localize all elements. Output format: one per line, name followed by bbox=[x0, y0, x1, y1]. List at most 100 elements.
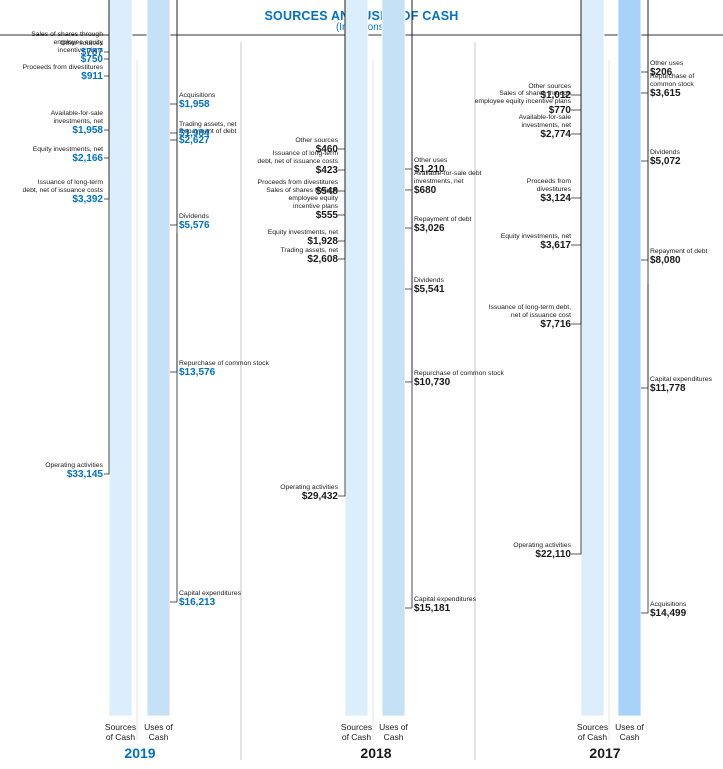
source-leader-other-sources-2018 bbox=[338, 0, 346, 150]
use-label-acquisitions-2017: Acquisitions bbox=[650, 601, 687, 608]
use-label-dividends-2019: Dividends bbox=[179, 213, 209, 220]
use-segment-capital-expenditures-2018 bbox=[381, 0, 406, 717]
source-leader-proceeds-from-divestitures-2019 bbox=[104, 0, 110, 77]
source-value-other-sources-2017: $1,012 bbox=[540, 90, 571, 101]
use-value-repayment-of-debt-2017: $8,080 bbox=[650, 255, 681, 266]
source-label-issuance-of-long-term-debt-net-of-issuance-costs-2018: Issuance of long-term bbox=[273, 150, 339, 157]
source-leader-available-for-sale-investments-net-2019 bbox=[104, 0, 110, 131]
year-label-2019: 2019 bbox=[124, 745, 155, 761]
source-segment-operating-activities-2017 bbox=[580, 0, 605, 717]
source-label-equity-investments-net-2019: Equity investments, net bbox=[33, 146, 103, 153]
source-label-other-sources-2018: Other sources bbox=[295, 137, 338, 144]
source-leader-operating-activities-2017 bbox=[571, 57, 582, 555]
source-label-equity-investments-net-2017: Equity investments, net bbox=[501, 233, 571, 240]
use-label-repurchase-of-common-stock-2019: Repurchase of common stock bbox=[179, 360, 270, 367]
source-leader-equity-investments-net-2019 bbox=[104, 0, 110, 159]
use-value-capital-expenditures-2018: $15,181 bbox=[414, 603, 451, 614]
source-label-sales-of-shares-through-employee-equity-incentive-plans-2018: Sales of shares through bbox=[266, 187, 338, 194]
source-leader-equity-investments-net-2018 bbox=[338, 0, 346, 242]
use-label-dividends-2017: Dividends bbox=[650, 149, 680, 156]
year-label-2017: 2017 bbox=[589, 745, 620, 761]
source-label-available-for-sale-investments-net-2019: Available-for-sale bbox=[51, 110, 104, 117]
source-value-other-sources-2018: $460 bbox=[316, 144, 339, 155]
use-leader-repurchase-of-common-stock-2017 bbox=[641, 0, 649, 94]
use-value-dividends-2018: $5,541 bbox=[414, 284, 445, 295]
use-leader-repurchase-of-common-stock-2018 bbox=[405, 0, 413, 383]
uses-caption-2017: Cash bbox=[620, 732, 640, 742]
use-label-repurchase-of-common-stock-2018: Repurchase of common stock bbox=[414, 370, 505, 377]
uses-caption-2018: Cash bbox=[384, 732, 404, 742]
use-leader-dividends-2019 bbox=[170, 0, 178, 226]
source-label-equity-investments-net-2018: Equity investments, net bbox=[268, 229, 338, 236]
source-value-issuance-of-long-term-debt-net-of-issuance-costs-2018: $423 bbox=[316, 165, 339, 176]
source-value-sales-of-shares-through-employee-equity-incentive-plans-2018: $555 bbox=[316, 210, 339, 221]
use-label-available-for-sale-debt-investments-net-2018: investments, net bbox=[414, 178, 464, 185]
source-label-sales-of-shares-through-employee-equity-incentive-plans-2019: Sales of shares through bbox=[31, 31, 103, 38]
use-value-repayment-of-debt-2019: $2,627 bbox=[179, 135, 210, 146]
use-value-acquisitions-2017: $14,499 bbox=[650, 608, 687, 619]
uses-caption-2019: Uses of bbox=[144, 722, 173, 732]
use-label-other-uses-2018: Other uses bbox=[414, 157, 448, 164]
source-label-sales-of-shares-through-employee-equity-incentive-plans-2018: incentive plans bbox=[293, 203, 339, 210]
use-value-capital-expenditures-2019: $16,213 bbox=[179, 597, 216, 608]
use-value-other-uses-2018: $1,210 bbox=[414, 164, 445, 175]
source-value-equity-investments-net-2017: $3,617 bbox=[540, 240, 571, 251]
use-leader-other-uses-2017 bbox=[641, 0, 649, 73]
uses-caption-2019: Cash bbox=[149, 732, 169, 742]
use-value-repurchase-of-common-stock-2017: $3,615 bbox=[650, 88, 681, 99]
use-leader-capital-expenditures-2019 bbox=[170, 232, 178, 603]
source-leader-proceeds-from-divestitures-2017 bbox=[571, 0, 582, 199]
source-label-issuance-of-long-term-debt-net-of-issuance-cost-2017: net of issuance cost bbox=[511, 312, 571, 319]
source-label-proceeds-from-divestitures-2018: Proceeds from divestitures bbox=[258, 179, 339, 186]
source-label-issuance-of-long-term-debt-net-of-issuance-costs-2019: Issuance of long-term bbox=[38, 179, 104, 186]
source-label-other-sources-2019: Other sources bbox=[60, 40, 103, 47]
use-value-other-uses-2017: $206 bbox=[650, 67, 673, 78]
use-leader-dividends-2018 bbox=[405, 0, 413, 290]
source-value-available-for-sale-investments-net-2019: $1,958 bbox=[72, 125, 103, 136]
source-label-issuance-of-long-term-debt-net-of-issuance-cost-2017: Issuance of long-term debt, bbox=[489, 304, 571, 311]
use-label-trading-assets-net-2019: Trading assets, net bbox=[179, 121, 237, 128]
use-value-acquisitions-2019: $1,958 bbox=[179, 99, 210, 110]
use-leader-capital-expenditures-2018 bbox=[405, 263, 413, 609]
source-label-operating-activities-2019: Operating activities bbox=[45, 462, 103, 469]
sources-caption-2017: Sources bbox=[577, 722, 608, 732]
source-value-proceeds-from-divestitures-2017: $3,124 bbox=[540, 193, 571, 204]
use-leader-repayment-of-debt-2018 bbox=[405, 0, 413, 229]
source-value-sales-of-shares-through-employee-equity-incentive-plans-2017: $770 bbox=[549, 105, 572, 116]
source-leader-issuance-of-long-term-debt-net-of-issuance-cost-2017 bbox=[571, 0, 582, 325]
source-leader-issuance-of-long-term-debt-net-of-issuance-costs-2018 bbox=[338, 0, 346, 171]
use-label-available-for-sale-debt-investments-net-2018: Available-for-sale debt bbox=[414, 170, 482, 177]
source-leader-trading-assets-net-2018 bbox=[338, 0, 346, 260]
use-label-capital-expenditures-2019: Capital expenditures bbox=[179, 590, 242, 597]
source-leader-operating-activities-2018 bbox=[338, 0, 346, 497]
use-leader-trading-assets-net-2019 bbox=[170, 0, 178, 134]
source-label-issuance-of-long-term-debt-net-of-issuance-costs-2018: debt, net of issuance costs bbox=[258, 158, 339, 165]
source-value-other-sources-2019: $787 bbox=[81, 47, 104, 58]
use-leader-available-for-sale-debt-investments-net-2018 bbox=[405, 0, 413, 191]
source-label-operating-activities-2017: Operating activities bbox=[513, 542, 571, 549]
source-leader-proceeds-from-divestitures-2018 bbox=[338, 0, 346, 192]
use-leader-repayment-of-debt-2017 bbox=[641, 0, 649, 261]
source-leader-operating-activities-2019 bbox=[104, 0, 110, 475]
source-value-equity-investments-net-2019: $2,166 bbox=[72, 153, 103, 164]
uses-caption-2017: Uses of bbox=[615, 722, 644, 732]
source-label-issuance-of-long-term-debt-net-of-issuance-costs-2019: debt, net of issuance costs bbox=[23, 187, 104, 194]
source-leader-sales-of-shares-through-employee-equity-incentive-plans-2019 bbox=[104, 0, 110, 60]
sources-caption-2019: of Cash bbox=[106, 732, 136, 742]
use-leader-capital-expenditures-2017 bbox=[641, 0, 649, 389]
source-leader-sales-of-shares-through-employee-equity-incentive-plans-2018 bbox=[338, 0, 346, 216]
source-value-operating-activities-2017: $22,110 bbox=[535, 549, 571, 560]
use-leader-dividends-2017 bbox=[641, 0, 649, 162]
use-value-repurchase-of-common-stock-2018: $10,730 bbox=[414, 377, 451, 388]
use-value-dividends-2017: $5,072 bbox=[650, 156, 681, 167]
source-label-proceeds-from-divestitures-2017: divestitures bbox=[537, 186, 572, 193]
source-label-proceeds-from-divestitures-2017: Proceeds from bbox=[527, 178, 572, 185]
source-value-sales-of-shares-through-employee-equity-incentive-plans-2019: $750 bbox=[81, 54, 104, 65]
use-value-capital-expenditures-2017: $11,778 bbox=[650, 383, 686, 394]
source-label-proceeds-from-divestitures-2019: Proceeds from divestitures bbox=[23, 64, 104, 71]
use-label-repurchase-of-common-stock-2017: common stock bbox=[650, 81, 694, 88]
source-value-equity-investments-net-2018: $1,928 bbox=[307, 236, 338, 247]
source-label-other-sources-2017: Other sources bbox=[528, 83, 571, 90]
use-label-repurchase-of-common-stock-2017: Repurchase of bbox=[650, 73, 694, 80]
